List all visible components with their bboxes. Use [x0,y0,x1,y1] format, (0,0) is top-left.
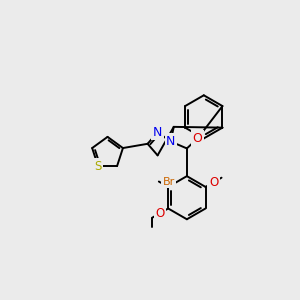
Text: Br: Br [163,176,175,187]
Text: O: O [193,132,202,145]
Text: O: O [156,207,165,220]
Text: S: S [94,160,102,172]
Text: N: N [166,135,175,148]
Text: O: O [209,176,218,189]
Text: N: N [153,126,162,139]
